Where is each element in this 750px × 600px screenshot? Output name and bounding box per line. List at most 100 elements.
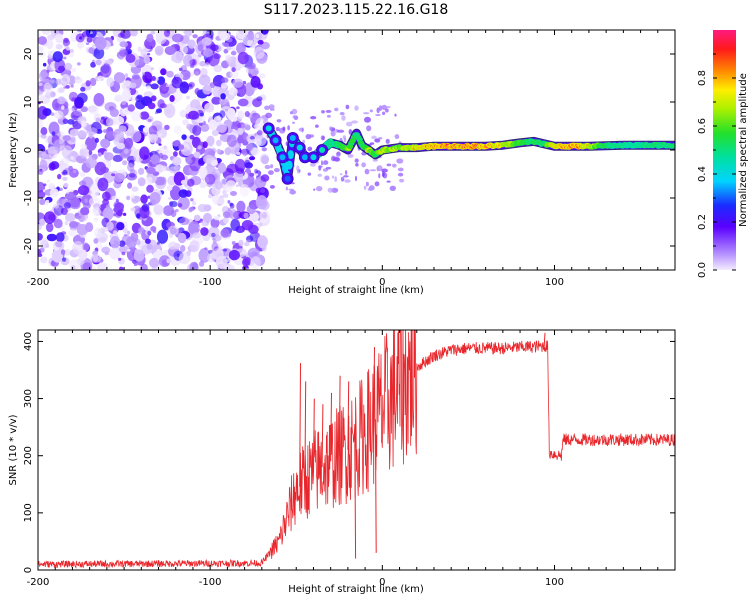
noise-blob — [38, 88, 44, 96]
noise-blob — [89, 183, 101, 198]
noise-blob — [179, 81, 190, 94]
noise-blob — [178, 189, 189, 198]
noise-blob — [40, 256, 48, 264]
snr-spike — [354, 443, 357, 559]
noise-blob — [175, 209, 179, 213]
noise-blob — [85, 136, 97, 151]
noise-blob — [172, 140, 180, 147]
noise-blob — [46, 39, 54, 50]
ridge-speckle — [364, 116, 371, 123]
noise-blob — [46, 233, 58, 242]
noise-blob — [39, 198, 46, 205]
ridge-speckle — [264, 105, 270, 111]
noise-blob — [66, 191, 70, 194]
noise-blob — [121, 90, 132, 102]
ridge-speckle — [381, 104, 387, 110]
noise-blob — [55, 43, 63, 50]
ridge-speckle — [385, 105, 391, 109]
noise-blob — [207, 194, 213, 199]
ridge-peak-core — [296, 144, 303, 151]
noise-blob — [100, 166, 109, 174]
noise-blob — [146, 167, 156, 174]
noise-blob — [86, 127, 98, 136]
noise-blob — [80, 106, 88, 113]
noise-blob — [195, 71, 199, 75]
noise-blob — [156, 108, 162, 114]
noise-blob — [55, 33, 64, 44]
noise-blob — [62, 169, 68, 175]
noise-blob — [166, 185, 173, 191]
noise-blob — [216, 123, 227, 133]
ridge-speckle — [310, 162, 316, 167]
snr-panel: -200 -100 0 100 0 100 200 300 400 Height of stra… — [8, 329, 676, 595]
noise-blob — [45, 222, 54, 233]
noise-blob — [60, 74, 71, 86]
noise-blob — [93, 47, 105, 60]
noise-blob — [200, 220, 207, 227]
noise-blob — [52, 51, 63, 63]
snr-spike — [338, 375, 341, 456]
snr-xlabel: Height of straight line (km) — [288, 584, 424, 595]
noise-blob — [146, 85, 151, 90]
noise-blob — [113, 172, 125, 183]
noise-blob — [168, 197, 172, 200]
colorbar-tick-label: 0.4 — [697, 166, 708, 182]
noise-blob — [197, 145, 202, 150]
noise-blob — [147, 53, 151, 56]
colorbar-tick-label: 0.2 — [697, 214, 708, 230]
noise-blob — [136, 94, 143, 100]
noise-blob — [59, 160, 64, 166]
snr-spike — [304, 381, 307, 482]
noise-blob — [138, 167, 145, 175]
noise-blob — [126, 236, 137, 249]
ridge-speckle — [316, 186, 323, 192]
noise-blob — [139, 111, 150, 120]
noise-blob — [198, 166, 208, 178]
noise-blob — [158, 152, 164, 159]
noise-blob — [135, 99, 146, 110]
ridge-speckle — [276, 119, 282, 123]
noise-blob — [228, 249, 240, 261]
noise-blob — [155, 48, 162, 55]
noise-blob — [74, 76, 83, 84]
noise-blob — [77, 62, 81, 66]
noise-blob — [149, 191, 161, 205]
noise-blob — [236, 200, 246, 213]
spectrogram-ylabel: Frequency (Hz) — [8, 112, 19, 188]
noise-blob — [58, 87, 65, 93]
noise-blob — [244, 111, 250, 117]
noise-blob — [150, 226, 157, 232]
snr-spike — [374, 419, 377, 553]
ridge-speckle — [291, 108, 298, 115]
noise-blob — [236, 167, 244, 174]
noise-blob — [130, 207, 136, 212]
noise-blob — [49, 79, 55, 84]
snr-spike — [543, 332, 546, 347]
noise-blob — [178, 144, 185, 150]
noise-blob — [188, 221, 201, 235]
noise-blob — [204, 102, 215, 113]
noise-blob — [45, 199, 50, 204]
noise-blob — [123, 148, 129, 154]
spectrogram-xtick-label: -100 — [199, 277, 222, 288]
noise-blob — [108, 135, 115, 141]
noise-blob — [130, 193, 135, 200]
snr-xtick-label: 0 — [379, 577, 385, 588]
noise-blob — [113, 207, 119, 213]
ridge-speckle — [386, 163, 392, 167]
noise-blob — [122, 160, 128, 166]
noise-blob — [244, 241, 250, 247]
ridge-speckle — [324, 175, 330, 181]
noise-blob — [171, 76, 183, 89]
noise-blob — [183, 147, 188, 153]
noise-blob — [132, 259, 137, 264]
noise-blob — [179, 45, 188, 54]
noise-blob — [147, 118, 152, 122]
noise-blob — [54, 110, 64, 120]
noise-blob — [53, 203, 60, 209]
spectrogram-ytick-label: -10 — [23, 190, 34, 206]
noise-blob — [41, 30, 51, 35]
noise-blob — [230, 191, 237, 196]
ridge-speckle — [264, 164, 271, 170]
noise-blob — [185, 190, 192, 198]
